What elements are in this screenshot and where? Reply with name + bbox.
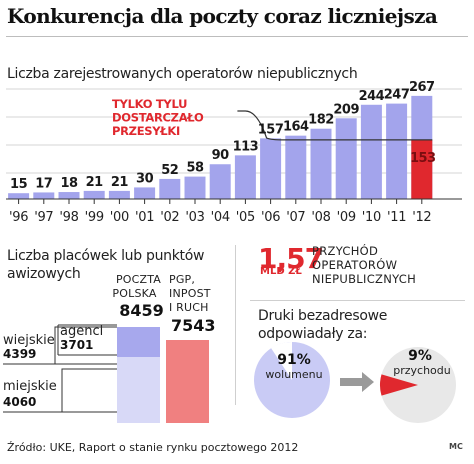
bar-06	[260, 138, 282, 199]
bar-97	[33, 192, 55, 199]
urban-bracket	[3, 368, 117, 413]
x-tick-label-97: '97	[34, 210, 53, 225]
operators-chart-title: Liczba zarejestrowanych operatorów niepu…	[7, 66, 358, 82]
urban-value: 4060	[3, 395, 36, 409]
volume-pie-gap	[271, 341, 292, 380]
annotation-text: PRZESYŁKI	[112, 124, 180, 138]
x-tick-label-96: '96	[9, 210, 28, 225]
value-label-06: 157	[258, 122, 284, 137]
x-tick-label-07: '07	[286, 210, 305, 225]
poczta-lower-segment	[117, 357, 160, 423]
x-tick-label-04: '04	[211, 210, 230, 225]
highlight-value-label: 153	[410, 151, 436, 166]
value-label-99: 21	[86, 175, 104, 190]
value-label-03: 58	[186, 161, 204, 176]
bar-01	[134, 187, 156, 199]
revenue-pie-slice	[380, 374, 418, 396]
x-tick-label-06: '06	[261, 210, 280, 225]
poczta-label: POLSKA	[112, 287, 156, 300]
revenue-kpi-unit: MLD ZŁ	[260, 266, 302, 277]
x-tick-label-05: '05	[236, 210, 255, 225]
revenue-pie-percent: 9%	[408, 348, 432, 364]
arrow-icon	[340, 372, 374, 392]
bar-02	[159, 178, 181, 199]
bar-98	[58, 192, 80, 199]
highlight-bar	[411, 139, 433, 199]
competitors-label: INPOST	[169, 287, 211, 300]
revenue-kpi-value: 1,57	[258, 242, 324, 275]
value-label-12: 267	[409, 80, 435, 95]
places-chart-title: Liczba placówek lub punktów awizowych	[7, 248, 205, 282]
x-tick-label-03: '03	[185, 210, 204, 225]
volume-pie-label: wolumenu	[265, 368, 322, 381]
value-label-00: 21	[111, 175, 129, 190]
competitors-label: I RUCH	[169, 301, 209, 314]
author-signature: MC	[449, 442, 463, 451]
x-tick-label-00: '00	[110, 210, 129, 225]
value-label-04: 90	[212, 148, 230, 163]
flyers-pie-charts: 91%wolumenu 9%przychodu	[254, 341, 456, 423]
revenue-pie-label: przychodu	[393, 364, 451, 377]
section-divider	[235, 245, 236, 405]
x-tick-label-02: '02	[160, 210, 179, 225]
x-tick-label-11: '11	[387, 210, 406, 225]
bar-00	[108, 190, 130, 199]
x-tick-label-99: '99	[85, 210, 104, 225]
value-label-98: 18	[60, 176, 78, 191]
agents-label: agenci	[60, 324, 103, 339]
annotation-leader-line	[237, 110, 433, 141]
value-label-08: 182	[308, 113, 334, 128]
value-label-07: 164	[283, 120, 309, 135]
value-label-05: 113	[233, 139, 259, 154]
poczta-total: 8459	[119, 301, 164, 320]
poczta-label: POCZTA	[116, 273, 161, 286]
flyers-chart-title: Druki bezadresowe odpowiadały za:	[258, 308, 388, 342]
x-tick-label-08: '08	[311, 210, 330, 225]
annotation-text: TYLKO TYLU	[112, 97, 187, 111]
agents-value: 3701	[60, 338, 93, 352]
competitors-total: 7543	[171, 316, 216, 335]
title-divider	[6, 36, 468, 37]
revenue-kpi-description: PRZYCHÓD OPERATORÓW NIEPUBLICZNYCH	[312, 244, 417, 286]
agents-bracket	[57, 324, 117, 356]
value-label-09: 209	[333, 102, 359, 117]
bar-03	[184, 176, 206, 199]
bar-09	[335, 118, 357, 199]
rural-bracket	[3, 326, 117, 365]
x-tick-label-10: '10	[362, 210, 381, 225]
kpi-divider	[250, 300, 465, 301]
rural-value: 4399	[3, 347, 36, 361]
x-tick-label-01: '01	[135, 210, 154, 225]
value-label-02: 52	[161, 163, 178, 178]
bar-08	[310, 128, 332, 199]
rural-label: wiejskie	[3, 333, 55, 348]
bar-11	[386, 103, 408, 199]
value-label-01: 30	[136, 171, 154, 186]
x-tick-label-09: '09	[337, 210, 356, 225]
x-tick-label-12: '12	[412, 210, 431, 225]
poczta-agents-segment	[117, 327, 160, 357]
bar-04	[209, 164, 231, 199]
value-label-10: 244	[359, 89, 385, 104]
competitors-bar	[166, 340, 209, 423]
annotation-text: DOSTARCZAŁO	[112, 111, 204, 125]
bar-05	[234, 155, 256, 199]
value-label-96: 15	[10, 177, 28, 192]
bar-10	[360, 104, 382, 199]
x-tick-label-98: '98	[59, 210, 78, 225]
competitors-label: PGP,	[169, 273, 195, 286]
value-label-11: 247	[384, 88, 410, 103]
bar-96	[8, 193, 30, 199]
source-footer: Źródło: UKE, Raport o stanie rynku poczt…	[7, 441, 299, 454]
page-title: Konkurencja dla poczty coraz liczniejsza	[7, 4, 438, 28]
bar-99	[83, 190, 105, 199]
bar-07	[285, 135, 307, 199]
urban-label: miejskie	[3, 379, 57, 394]
value-label-97: 17	[35, 176, 53, 191]
volume-pie-percent: 91%	[277, 352, 311, 368]
